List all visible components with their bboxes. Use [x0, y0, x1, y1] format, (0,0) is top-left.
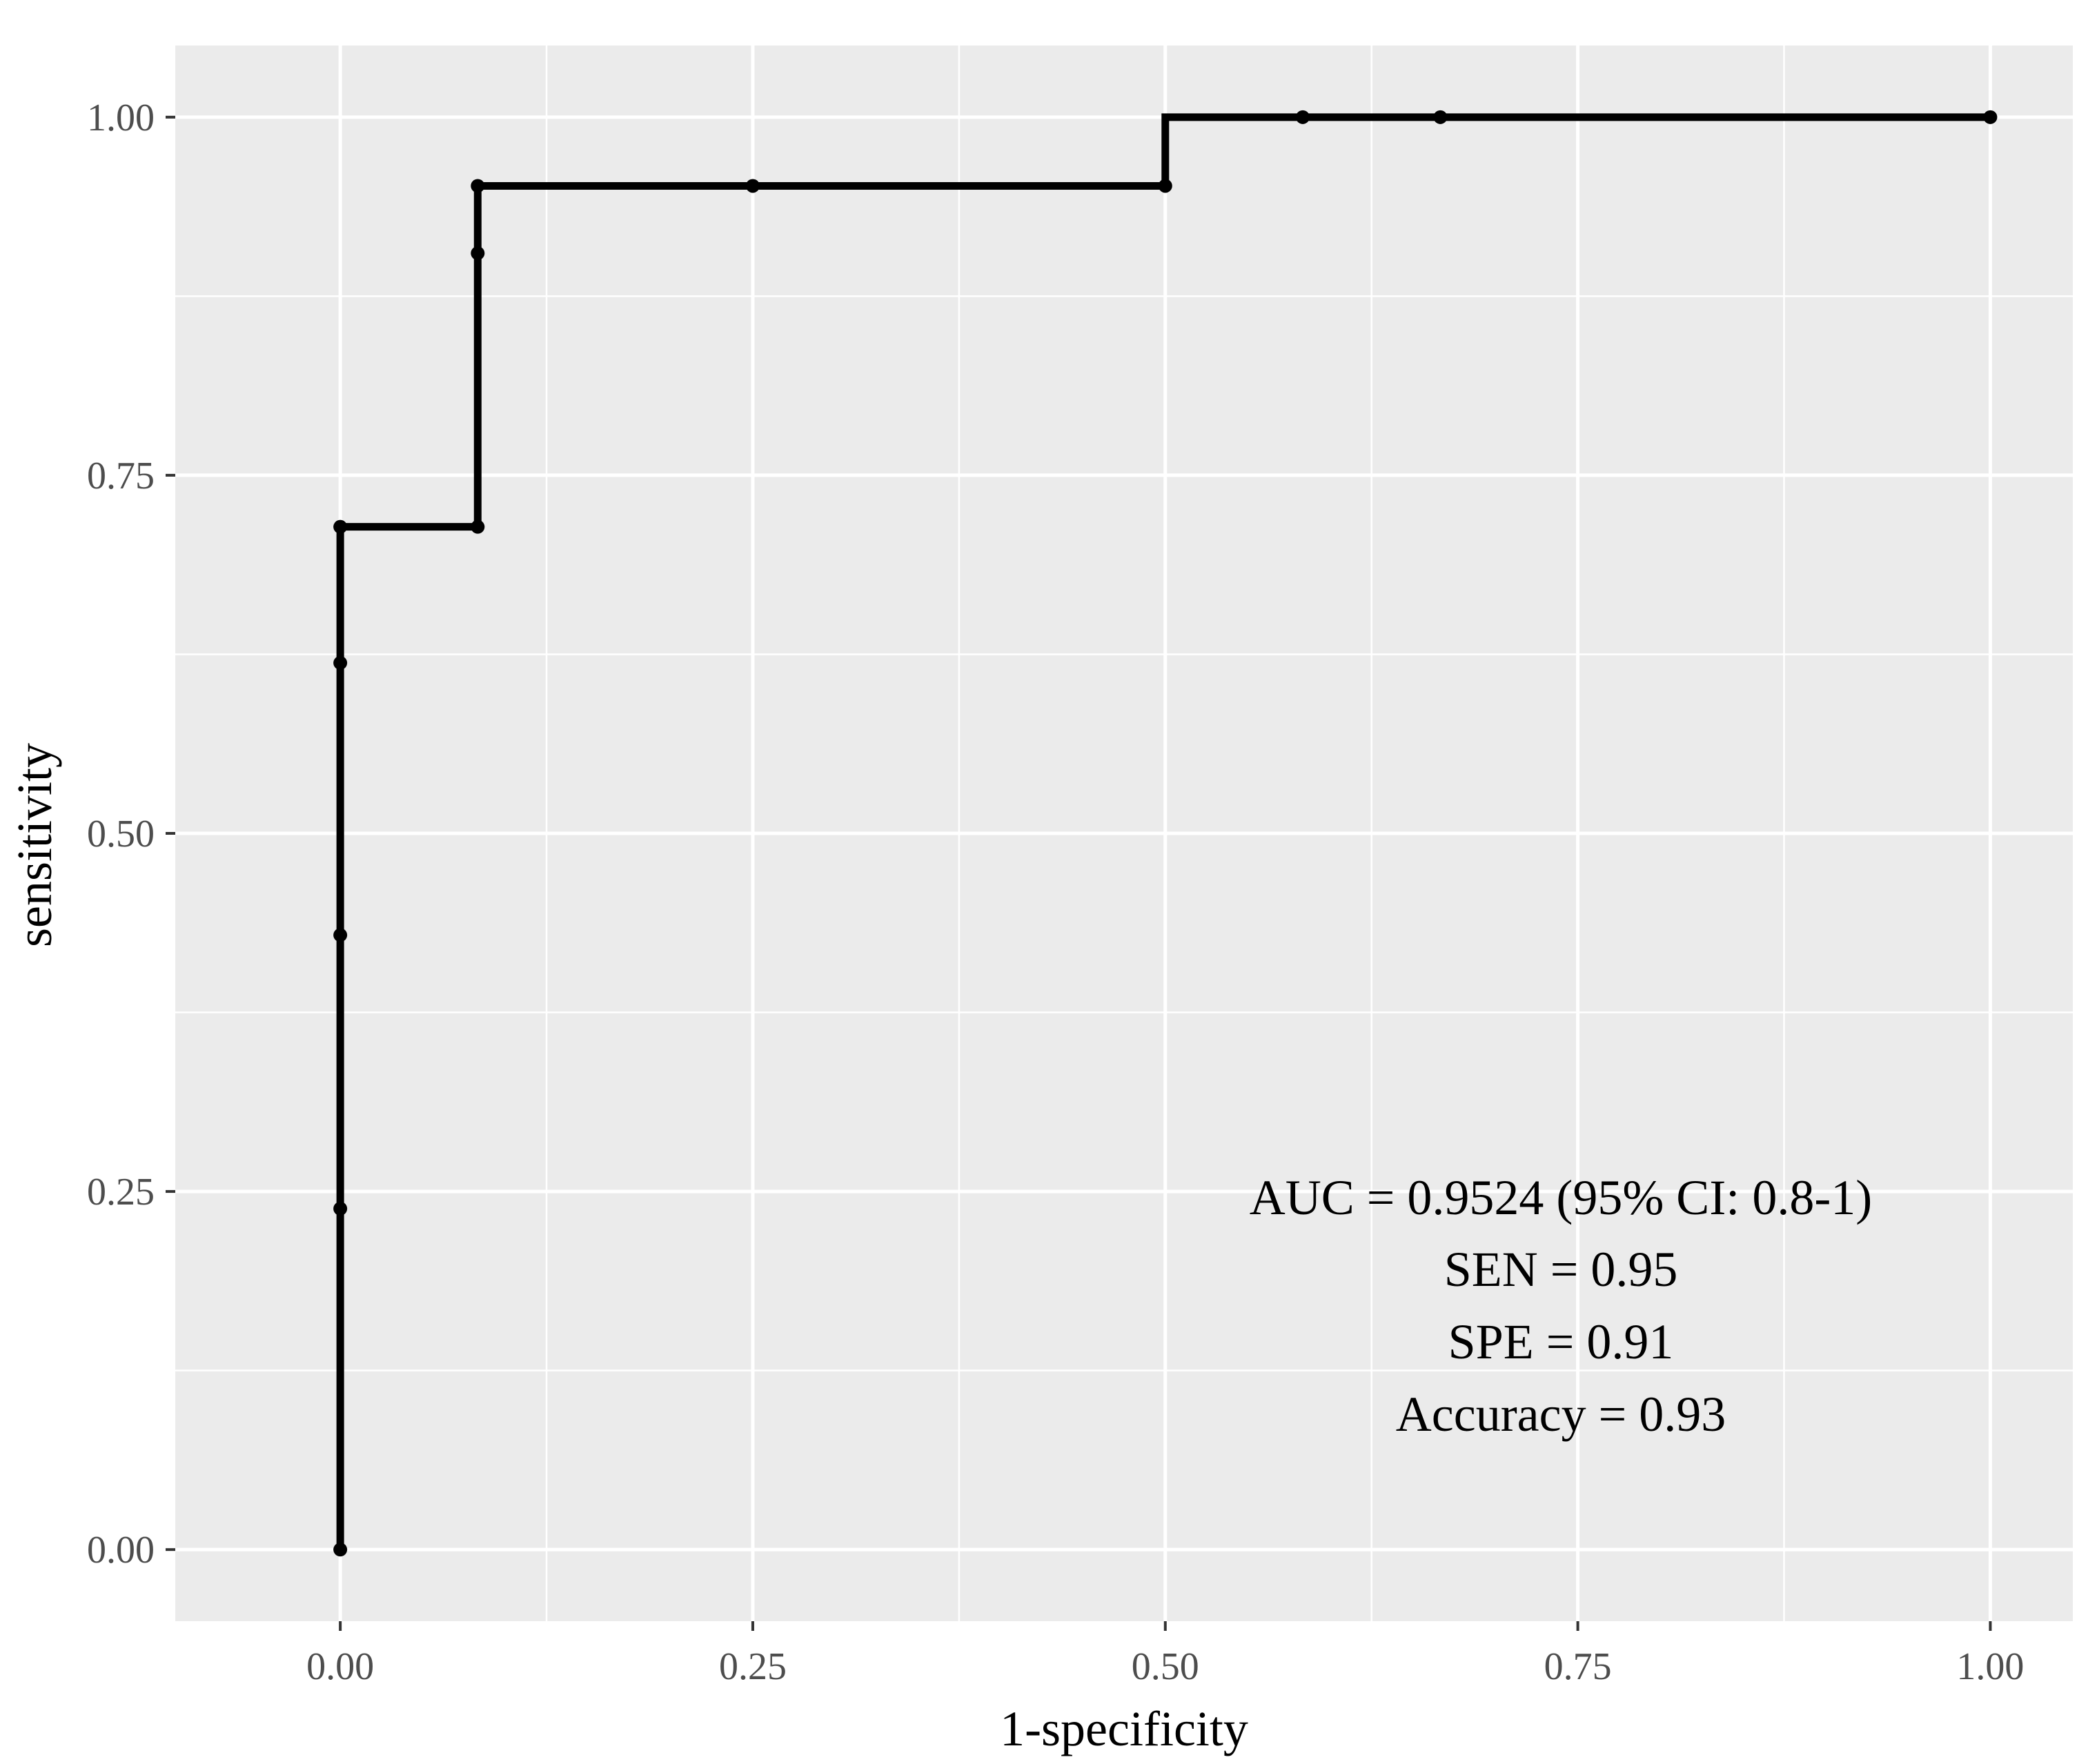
- axis-ticks: [166, 115, 1992, 1631]
- roc-point: [333, 1202, 348, 1216]
- roc-point: [1158, 179, 1172, 193]
- x-tick-labels: 0.00 0.25 0.50 0.75 1.00: [306, 1645, 2024, 1688]
- y-tick-label: 0.75: [87, 455, 155, 497]
- y-tick-label: 1.00: [87, 97, 155, 139]
- sensitivity-annotation: SEN = 0.95: [1444, 1242, 1678, 1297]
- roc-point: [333, 655, 348, 670]
- roc-point: [333, 1543, 348, 1557]
- x-tick-label: 0.75: [1544, 1645, 1612, 1688]
- roc-point: [471, 246, 485, 261]
- x-tick-label: 0.50: [1132, 1645, 1199, 1688]
- x-tick-label: 0.25: [719, 1645, 787, 1688]
- roc-point: [333, 519, 348, 534]
- y-tick-labels: 0.00 0.25 0.50 0.75 1.00: [87, 97, 155, 1572]
- metrics-annotation: AUC = 0.9524 (95% CI: 0.8-1) SEN = 0.95 …: [1250, 1170, 1873, 1442]
- y-tick-label: 0.50: [87, 813, 155, 855]
- roc-point: [333, 928, 348, 942]
- x-tick-label: 0.00: [306, 1645, 374, 1688]
- roc-point: [1295, 110, 1310, 124]
- roc-curve-line: [336, 113, 1991, 1550]
- roc-points: [333, 110, 1998, 1557]
- roc-point: [471, 519, 485, 534]
- roc-point: [745, 179, 760, 193]
- x-axis-title: 1-specificity: [1000, 1701, 1248, 1756]
- specificity-annotation: SPE = 0.91: [1448, 1314, 1674, 1369]
- x-tick-label: 1.00: [1956, 1645, 2024, 1688]
- accuracy-annotation: Accuracy = 0.93: [1396, 1387, 1726, 1442]
- y-axis-title: sensitivity: [7, 743, 62, 947]
- roc-point: [1433, 110, 1448, 124]
- y-tick-label: 0.00: [87, 1529, 155, 1572]
- roc-point: [471, 179, 485, 193]
- y-tick-label: 0.25: [87, 1171, 155, 1213]
- auc-annotation: AUC = 0.9524 (95% CI: 0.8-1): [1250, 1170, 1873, 1225]
- roc-point: [1983, 110, 1998, 124]
- major-gridlines: [175, 46, 2073, 1621]
